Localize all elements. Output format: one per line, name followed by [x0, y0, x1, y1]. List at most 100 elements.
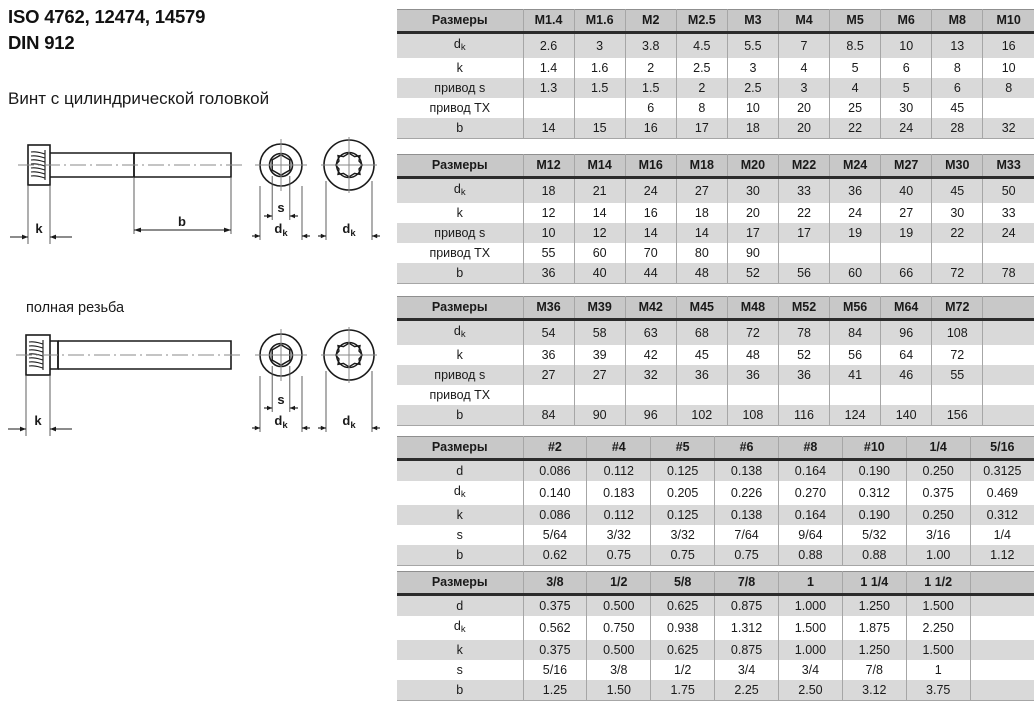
table-cell: 5/64 [522, 525, 588, 545]
table-cell: 1.250 [841, 640, 907, 660]
table-cell: 0.112 [586, 459, 652, 481]
table-row: привод s 1.3 1.5 1.5 2 2.5 3 4 5 6 8 [397, 78, 1034, 98]
table-cell [982, 405, 1034, 426]
table-header-size [969, 571, 1034, 596]
table-cell: 2 [675, 78, 728, 98]
table-cell: 22 [931, 223, 984, 243]
drawing-cap-screw-partial-thread: k b s [10, 137, 380, 244]
dimension-label-dk-torx: dk [342, 413, 356, 431]
table-cell: 36 [829, 177, 882, 203]
table-cell: 90 [573, 405, 626, 426]
table-cell: 0.138 [714, 459, 779, 481]
table-row: привод TX 6 8 10 20 25 30 45 [397, 98, 1034, 118]
table-header-size: M10 [982, 9, 1034, 34]
table-cell [982, 319, 1034, 345]
table-cell: 0.75 [650, 545, 716, 566]
table-header-dimensions: Размеры [397, 154, 524, 179]
table-header-size: #5 [650, 436, 716, 461]
table-cell: 18 [522, 177, 575, 203]
table-cell: 66 [880, 263, 933, 284]
table-header-size: M2 [624, 9, 677, 34]
row-label: привод TX [397, 98, 524, 118]
table-cell: 39 [573, 345, 626, 365]
table-cell: 15 [573, 118, 626, 139]
table-cell: 8 [982, 78, 1034, 98]
table-cell: 10 [880, 32, 933, 58]
table-cell: 56 [777, 263, 831, 284]
table-header-row: Размеры 3/8 1/2 5/8 7/8 1 1 1/4 1 1/2 [397, 571, 1034, 596]
table-cell: 3/4 [778, 660, 843, 680]
table-header-row: Размеры #2 #4 #5 #6 #8 #10 1/4 5/16 [397, 436, 1034, 461]
table-row: k 1.4 1.6 2 2.5 3 4 5 6 8 10 [397, 58, 1034, 78]
table-cell: 3 [726, 58, 779, 78]
row-label: dk [397, 616, 524, 640]
table-cell: 0.875 [714, 640, 779, 660]
table-cell: 0.140 [522, 481, 588, 505]
table-cell: 14 [624, 223, 677, 243]
table-cell: 0.125 [650, 505, 716, 525]
table-cell: 3.75 [905, 680, 971, 701]
table-header-size: M52 [777, 296, 831, 321]
table-row: dk 0.140 0.183 0.205 0.226 0.270 0.312 0.375 0.4… [397, 481, 1034, 505]
table-cell: 0.469 [969, 481, 1034, 505]
table-cell [777, 243, 831, 263]
table-cell: 1.12 [969, 545, 1034, 566]
table-cell: 0.270 [778, 481, 843, 505]
table-cell: 0.62 [522, 545, 588, 566]
hex-socket-end-view [255, 329, 307, 381]
table-row: b 36 40 44 48 52 56 60 66 72 78 [397, 263, 1034, 284]
table-cell: 40 [573, 263, 626, 284]
table-header-size: M42 [624, 296, 677, 321]
table-cell [675, 385, 728, 405]
table-cell: 33 [777, 177, 831, 203]
row-label: dk [397, 32, 524, 58]
table-header-size: M27 [880, 154, 933, 179]
table-cell: 7/8 [841, 660, 907, 680]
table-cell: 0.250 [905, 459, 971, 481]
dimension-k [10, 234, 72, 240]
table-cell [982, 98, 1034, 118]
table-cell: 8.5 [829, 32, 882, 58]
left-panel: ISO 4762, 12474, 14579 DIN 912 Винт с ци… [0, 0, 392, 703]
dimension-dk-torx [318, 425, 380, 431]
table-row: s 5/64 3/32 3/32 7/64 9/64 5/32 3/16 1/4 [397, 525, 1034, 545]
table-row: b 84 90 96 102 108 116 124 140 156 [397, 405, 1034, 426]
table-cell: 0.138 [714, 505, 779, 525]
row-label: d [397, 594, 524, 616]
drawing-cap-screw-full-thread: k s dk [8, 327, 380, 436]
dimension-label-k: k [35, 221, 43, 236]
dimension-dk-hex [252, 233, 310, 239]
table-cell: 0.750 [586, 616, 652, 640]
table-cell: 27 [880, 203, 933, 223]
table-cell: 4 [829, 78, 882, 98]
table-cell: 0.164 [778, 459, 843, 481]
table-cell: 64 [880, 345, 933, 365]
table-row: dk 0.562 0.750 0.938 1.312 1.500 1.875 2.250 [397, 616, 1034, 640]
table-cell: 24 [880, 118, 933, 139]
table-cell [982, 365, 1034, 385]
dimension-dk-torx [318, 233, 380, 239]
table-cell: 41 [829, 365, 882, 385]
table-cell: 0.500 [586, 640, 652, 660]
table-cell [931, 385, 984, 405]
table-cell: 4 [777, 58, 831, 78]
table-cell: 78 [777, 319, 831, 345]
table-cell: 2.5 [726, 78, 779, 98]
dimension-label-dk-hex: dk [274, 221, 288, 239]
table-header-dimensions: Размеры [397, 571, 524, 596]
table-header-size: 1/4 [905, 436, 971, 461]
table-cell: 0.125 [650, 459, 716, 481]
table-cell: 2.250 [905, 616, 971, 640]
table-cell: 32 [624, 365, 677, 385]
dimension-b [134, 227, 231, 233]
table-header-size: M16 [624, 154, 677, 179]
table-header-size: M39 [573, 296, 626, 321]
table-cell: 4.5 [675, 32, 728, 58]
table-cell: 140 [880, 405, 933, 426]
table-cell: 22 [829, 118, 882, 139]
table-header-row: Размеры M12 M14 M16 M18 M20 M22 M24 M27 M30 M33 [397, 154, 1034, 179]
table-cell: 1.5 [624, 78, 677, 98]
table-cell: 1.4 [522, 58, 575, 78]
table-cell: 13 [931, 32, 984, 58]
table-row: b 0.62 0.75 0.75 0.75 0.88 0.88 1.00 1.12 [397, 545, 1034, 566]
